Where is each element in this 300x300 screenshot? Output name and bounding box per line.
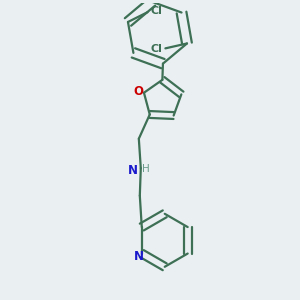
Text: Cl: Cl xyxy=(151,6,162,16)
Text: H: H xyxy=(142,164,150,174)
Text: Cl: Cl xyxy=(151,44,163,54)
Text: N: N xyxy=(128,164,138,177)
Text: O: O xyxy=(133,85,143,98)
Text: N: N xyxy=(134,250,144,263)
